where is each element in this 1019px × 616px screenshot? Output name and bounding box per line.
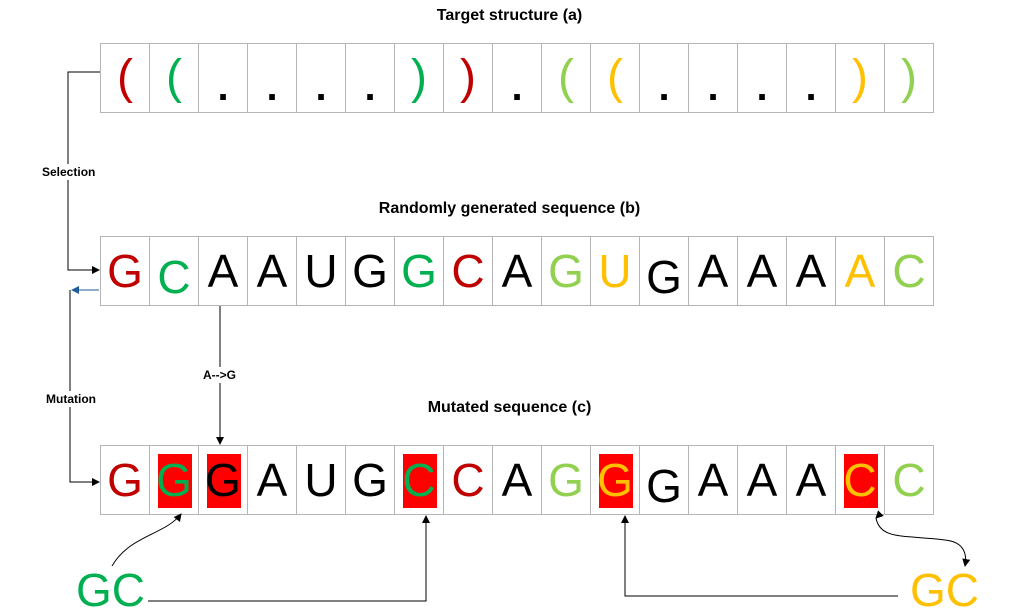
- nucleotide-cell: C: [149, 236, 199, 306]
- gc-pair-left: GC: [76, 564, 145, 616]
- mutation-highlight: [599, 454, 633, 508]
- structure-symbol: ): [460, 51, 476, 104]
- nucleotide-letter: A: [795, 245, 827, 297]
- nucleotide-letter: A: [256, 245, 288, 297]
- gc-left-straight-arrow: [148, 515, 430, 602]
- nucleotide-letter: C: [157, 251, 191, 303]
- nucleotide-letter: G: [548, 245, 584, 297]
- nucleotide-letter: G: [548, 454, 584, 506]
- nucleotide-cell: G: [100, 445, 150, 515]
- mutation-label: Mutation: [46, 391, 96, 407]
- nucleotide-letter: G: [156, 454, 192, 506]
- nucleotide-cell: G: [541, 445, 591, 515]
- structure-symbol: ): [901, 51, 917, 104]
- nucleotide-letter: G: [107, 245, 143, 297]
- nucleotide-letter: A: [697, 454, 729, 506]
- structure-symbol: (: [166, 51, 182, 104]
- nucleotide-letter: U: [598, 245, 632, 297]
- nucleotide-letter: A: [746, 454, 778, 506]
- structure-symbol: .: [364, 65, 376, 109]
- nucleotide-cell: U: [590, 236, 640, 306]
- nucleotide-letter: A: [746, 245, 778, 297]
- nucleotide-letter: C: [451, 245, 485, 297]
- nucleotide-letter: G: [352, 454, 388, 506]
- nucleotide-cell: A: [835, 236, 885, 306]
- nucleotide-letter: G: [597, 454, 633, 506]
- nucleotide-letter: A: [844, 245, 876, 297]
- mutation-highlight: [844, 454, 878, 508]
- structure-symbol: ): [411, 51, 427, 104]
- nucleotide-letter: G: [646, 460, 682, 512]
- gc-pair-right: GC: [910, 564, 979, 616]
- nucleotide-cell: A: [492, 236, 542, 306]
- random-sequence-title: Randomly generated sequence (b): [378, 200, 641, 217]
- mutated-nucleotide-cell: G: [198, 445, 248, 515]
- nucleotide-letter: C: [892, 454, 926, 506]
- gc-right-curve-arrow: [875, 517, 971, 567]
- nucleotide-letter: A: [697, 245, 729, 297]
- mutation-highlight: [403, 454, 437, 508]
- mutation-arrow: [69, 290, 100, 486]
- nucleotide-cell: U: [296, 445, 346, 515]
- nucleotide-letter: A: [207, 245, 239, 297]
- structure-symbol: .: [315, 65, 327, 109]
- nucleotide-letter: G: [107, 454, 143, 506]
- structure-symbol: (: [558, 51, 574, 104]
- nucleotide-cell: A: [198, 236, 248, 306]
- nucleotide-letter: U: [304, 245, 338, 297]
- structure-symbol: (: [117, 51, 133, 104]
- structure-symbol: ): [852, 51, 868, 104]
- nucleotide-letter: G: [205, 454, 241, 506]
- gc-left-curve-arrow: [111, 513, 182, 567]
- a-to-g-label: A-->G: [203, 367, 236, 383]
- nucleotide-cell: C: [884, 445, 934, 515]
- gc-right-straight-arrow: [621, 515, 898, 597]
- nucleotide-letter: U: [304, 454, 338, 506]
- structure-symbol: (: [607, 51, 623, 104]
- nucleotide-cell: A: [786, 236, 836, 306]
- structure-symbol: .: [266, 65, 278, 109]
- structure-symbol: .: [658, 65, 670, 109]
- mutation-highlight: [207, 454, 241, 508]
- nucleotide-letter: G: [646, 251, 682, 303]
- structure-symbol: .: [511, 65, 523, 109]
- nucleotide-letter: A: [256, 454, 288, 506]
- nucleotide-letter: C: [451, 454, 485, 506]
- nucleotide-cell: A: [492, 445, 542, 515]
- nucleotide-cell: A: [247, 236, 297, 306]
- mutated-nucleotide-cell: C: [394, 445, 444, 515]
- nucleotide-letter: A: [501, 245, 533, 297]
- selection-label: Selection: [42, 164, 96, 180]
- nucleotide-cell: G: [345, 236, 395, 306]
- mutation-highlight: [158, 454, 192, 508]
- structure-symbol: .: [707, 65, 719, 109]
- structure-symbol: .: [805, 65, 817, 109]
- nucleotide-letter: A: [795, 454, 827, 506]
- nucleotide-letter: C: [402, 454, 436, 506]
- mutated-nucleotide-cell: G: [590, 445, 640, 515]
- mutated-sequence-title: Mutated sequence (c): [427, 399, 592, 416]
- nucleotide-cell: C: [884, 236, 934, 306]
- target-structure-title: Target structure (a): [436, 7, 583, 24]
- target-structure-row: ( (....)). ( (....)): [100, 43, 934, 113]
- nucleotide-letter: G: [401, 245, 437, 297]
- structure-cell: ): [884, 43, 934, 113]
- nucleotide-letter: C: [892, 245, 926, 297]
- nucleotide-letter: C: [843, 454, 877, 506]
- structure-symbol: .: [756, 65, 768, 109]
- nucleotide-letter: G: [352, 245, 388, 297]
- nucleotide-letter: A: [501, 454, 533, 506]
- structure-symbol: .: [217, 65, 229, 109]
